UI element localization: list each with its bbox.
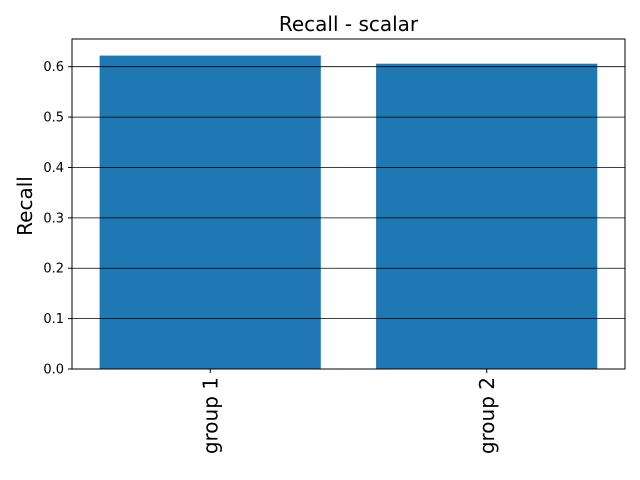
x-tick-label-2: group 2	[475, 377, 499, 454]
y-tick-label-1: 0.1	[43, 312, 64, 327]
axes-frame	[71, 38, 626, 370]
y-tick-label-2: 0.2	[43, 262, 64, 277]
y-tick-label-0: 0.0	[43, 363, 64, 378]
y-tick-label-6: 0.6	[43, 60, 64, 75]
chart-title: Recall - scalar	[279, 12, 419, 36]
y-tick-label-4: 0.4	[43, 161, 64, 176]
bar-1	[99, 55, 321, 369]
y-axis-label: Recall	[13, 176, 37, 236]
y-tick-label-3: 0.3	[43, 211, 64, 226]
plot-area: group 1 group 2 0.0 0.1 0.2 0.3 0.4 0.5 0.6	[43, 38, 626, 454]
bar-2	[376, 63, 598, 369]
x-tick-label-1: group 1	[198, 377, 222, 454]
y-tick-label-5: 0.5	[43, 111, 64, 126]
